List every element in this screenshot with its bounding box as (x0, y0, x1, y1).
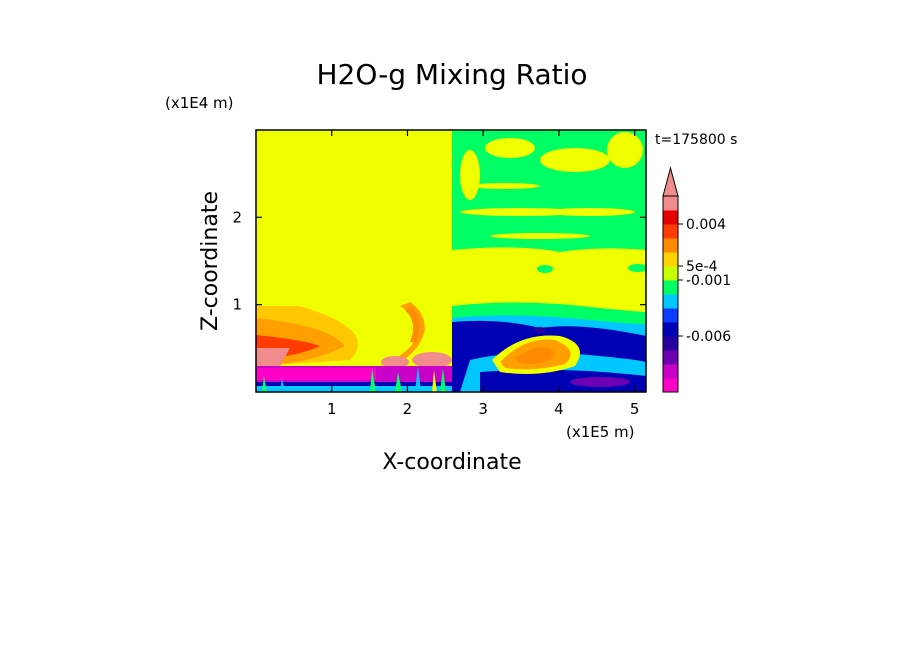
x-tick-label: 3 (478, 400, 488, 418)
left-plume-region (256, 302, 452, 368)
colorbar-segment (663, 336, 678, 351)
y-axis-label: Z-coordinate (198, 191, 223, 331)
chart-title: H2O-g Mixing Ratio (316, 58, 587, 91)
colorbar-segment (663, 238, 678, 253)
colorbar-segment (663, 294, 678, 309)
colorbar: 0.004 5e-4-0.001 -0.006 (662, 166, 731, 393)
y-tick-label: 2 (232, 208, 242, 226)
colorbar-segment (663, 280, 678, 295)
colorbar-tick-label: -0.006 (686, 329, 731, 345)
right-lower-blue-region (452, 302, 646, 392)
colorbar-segment (663, 266, 678, 281)
colorbar-segment (663, 224, 678, 239)
bottom-layer-region (256, 366, 452, 392)
colorbar-extend-arrow (662, 166, 679, 197)
x-axis-unit: (x1E5 m) (566, 423, 635, 441)
colorbar-segment (663, 196, 678, 211)
x-tick-label: 1 (327, 400, 337, 418)
plot-frame (255, 129, 647, 393)
y-axis-ticks: 12 (232, 208, 646, 314)
y-axis-unit: (x1E4 m) (165, 94, 234, 112)
colorbar-segment (663, 308, 678, 323)
colorbar-tick-label: 5e-4 (686, 259, 718, 275)
x-tick-label: 5 (630, 400, 640, 418)
colorbar-segment (663, 378, 678, 393)
colorbar-segment (663, 252, 678, 267)
colorbar-tick-label: 0.004 (686, 217, 726, 233)
colorbar-segment (663, 364, 678, 379)
plot-field (256, 130, 646, 392)
x-axis-label: X-coordinate (382, 450, 521, 475)
upper-right-green-region (452, 130, 646, 273)
x-axis-ticks: 1 2 3 4 5 (327, 130, 639, 418)
x-tick-label: 2 (403, 400, 413, 418)
x-tick-label: 4 (554, 400, 564, 418)
colorbar-segment (663, 322, 678, 337)
colorbar-segment (663, 350, 678, 365)
colorbar-frame (662, 195, 679, 393)
y-tick-label: 1 (232, 296, 242, 314)
time-label: t=175800 s (655, 132, 737, 148)
colorbar-segment (663, 210, 678, 225)
colorbar-tick-label: -0.001 (686, 273, 731, 289)
